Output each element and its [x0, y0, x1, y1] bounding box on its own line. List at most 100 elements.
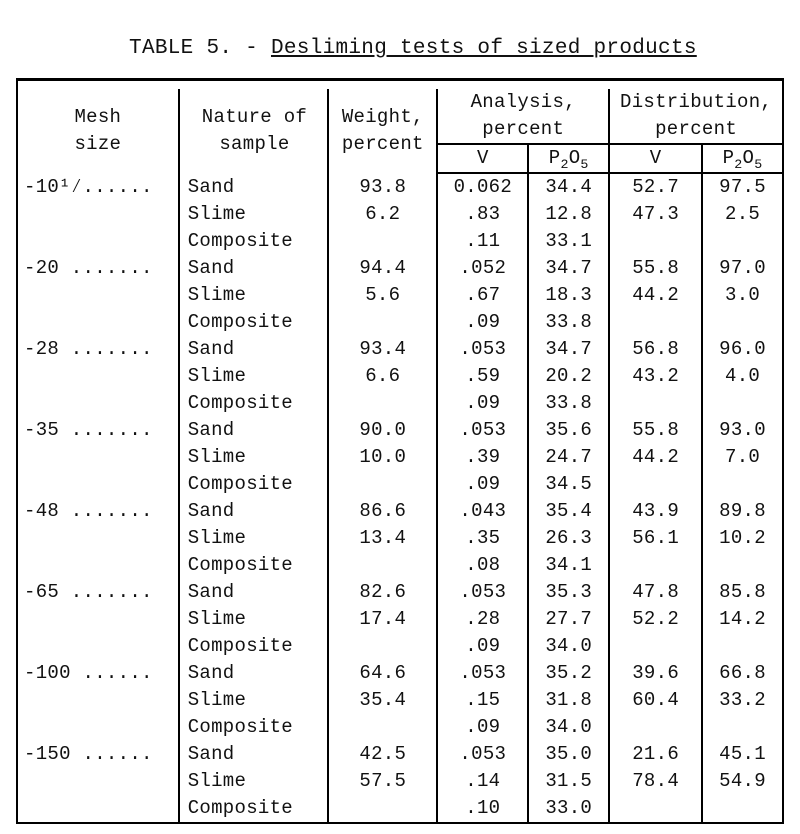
cell-dV: 56.8: [609, 336, 702, 363]
table-body: -10¹⁄......Sand93.80.06234.452.797.5Slim…: [17, 173, 783, 823]
hdr-aP: P2O5: [528, 144, 609, 173]
cell-dV: 55.8: [609, 255, 702, 282]
table-row: Slime5.6.6718.344.23.0: [17, 282, 783, 309]
hdr-dist-l1: Distribution,: [609, 89, 783, 116]
cell-dP: 97.0: [702, 255, 783, 282]
cell-aV: .09: [437, 309, 528, 336]
cell-sample: Sand: [179, 660, 329, 687]
cell-sample: Slime: [179, 201, 329, 228]
cell-weight: 17.4: [328, 606, 437, 633]
cell-mesh: [17, 552, 179, 579]
cell-dP: 93.0: [702, 417, 783, 444]
cell-dP: 3.0: [702, 282, 783, 309]
cell-sample: Slime: [179, 768, 329, 795]
cell-dP: 7.0: [702, 444, 783, 471]
table-row: Slime35.4.1531.860.433.2: [17, 687, 783, 714]
cell-aV: .11: [437, 228, 528, 255]
table-row: Slime6.2.8312.847.32.5: [17, 201, 783, 228]
cell-mesh: [17, 390, 179, 417]
cell-weight: [328, 228, 437, 255]
cell-aV: .09: [437, 471, 528, 498]
cell-mesh: [17, 768, 179, 795]
cell-aV: .053: [437, 741, 528, 768]
cell-aP: 35.3: [528, 579, 609, 606]
cell-aV: .15: [437, 687, 528, 714]
table-row: Slime17.4.2827.752.214.2: [17, 606, 783, 633]
cell-weight: 93.8: [328, 173, 437, 201]
cell-mesh: [17, 471, 179, 498]
cell-sample: Slime: [179, 282, 329, 309]
cell-dP: [702, 795, 783, 823]
cell-dV: 39.6: [609, 660, 702, 687]
cell-aV: .10: [437, 795, 528, 823]
cell-sample: Composite: [179, 552, 329, 579]
cell-mesh: [17, 633, 179, 660]
cell-aV: .67: [437, 282, 528, 309]
cell-weight: [328, 633, 437, 660]
cell-weight: 6.2: [328, 201, 437, 228]
cell-dP: 66.8: [702, 660, 783, 687]
hdr-aV: V: [437, 144, 528, 173]
cell-aP: 34.4: [528, 173, 609, 201]
cell-mesh: [17, 201, 179, 228]
cell-sample: Composite: [179, 471, 329, 498]
cell-aV: .053: [437, 579, 528, 606]
cell-aP: 20.2: [528, 363, 609, 390]
cell-aV: .83: [437, 201, 528, 228]
cell-mesh: [17, 282, 179, 309]
cell-mesh: [17, 444, 179, 471]
cell-mesh: [17, 525, 179, 552]
top-rule: [17, 80, 783, 90]
cell-mesh: [17, 309, 179, 336]
cell-dP: 97.5: [702, 173, 783, 201]
cell-aP: 35.6: [528, 417, 609, 444]
cell-dV: 43.9: [609, 498, 702, 525]
cell-aV: .35: [437, 525, 528, 552]
cell-sample: Composite: [179, 309, 329, 336]
cell-dV: [609, 795, 702, 823]
cell-aV: .39: [437, 444, 528, 471]
cell-sample: Slime: [179, 525, 329, 552]
cell-dV: 44.2: [609, 444, 702, 471]
cell-aP: 18.3: [528, 282, 609, 309]
table-row: Composite .0934.5: [17, 471, 783, 498]
cell-dV: [609, 633, 702, 660]
cell-dV: [609, 552, 702, 579]
cell-dV: 52.2: [609, 606, 702, 633]
cell-aV: .052: [437, 255, 528, 282]
hdr-analysis-l2: percent: [437, 116, 609, 144]
table-row: -35 .......Sand90.0.05335.655.893.0: [17, 417, 783, 444]
cell-weight: 5.6: [328, 282, 437, 309]
cell-dV: 55.8: [609, 417, 702, 444]
cell-weight: [328, 309, 437, 336]
table-row: Composite.0934.0: [17, 633, 783, 660]
cell-weight: 90.0: [328, 417, 437, 444]
table-row: Composite.0934.0: [17, 714, 783, 741]
hdr-weight-l2: percent: [335, 131, 430, 158]
cell-dV: 52.7: [609, 173, 702, 201]
cell-sample: Sand: [179, 255, 329, 282]
cell-sample: Sand: [179, 173, 329, 201]
table-row: Slime57.5.1431.578.454.9: [17, 768, 783, 795]
cell-mesh: -100 ......: [17, 660, 179, 687]
cell-dP: [702, 309, 783, 336]
cell-aV: .09: [437, 714, 528, 741]
cell-aP: 12.8: [528, 201, 609, 228]
cell-aP: 35.2: [528, 660, 609, 687]
cell-dP: [702, 633, 783, 660]
cell-dP: 89.8: [702, 498, 783, 525]
cell-aV: .08: [437, 552, 528, 579]
cell-dV: 60.4: [609, 687, 702, 714]
cell-aP: 27.7: [528, 606, 609, 633]
cell-dV: 47.8: [609, 579, 702, 606]
header-row-1: Mesh size Nature of sample Weight, perce…: [17, 89, 783, 116]
cell-dP: 85.8: [702, 579, 783, 606]
cell-sample: Composite: [179, 390, 329, 417]
cell-mesh: [17, 687, 179, 714]
cell-dV: [609, 390, 702, 417]
cell-aP: 34.5: [528, 471, 609, 498]
cell-dP: [702, 228, 783, 255]
cell-mesh: -20 .......: [17, 255, 179, 282]
cell-weight: 94.4: [328, 255, 437, 282]
cell-aV: .14: [437, 768, 528, 795]
